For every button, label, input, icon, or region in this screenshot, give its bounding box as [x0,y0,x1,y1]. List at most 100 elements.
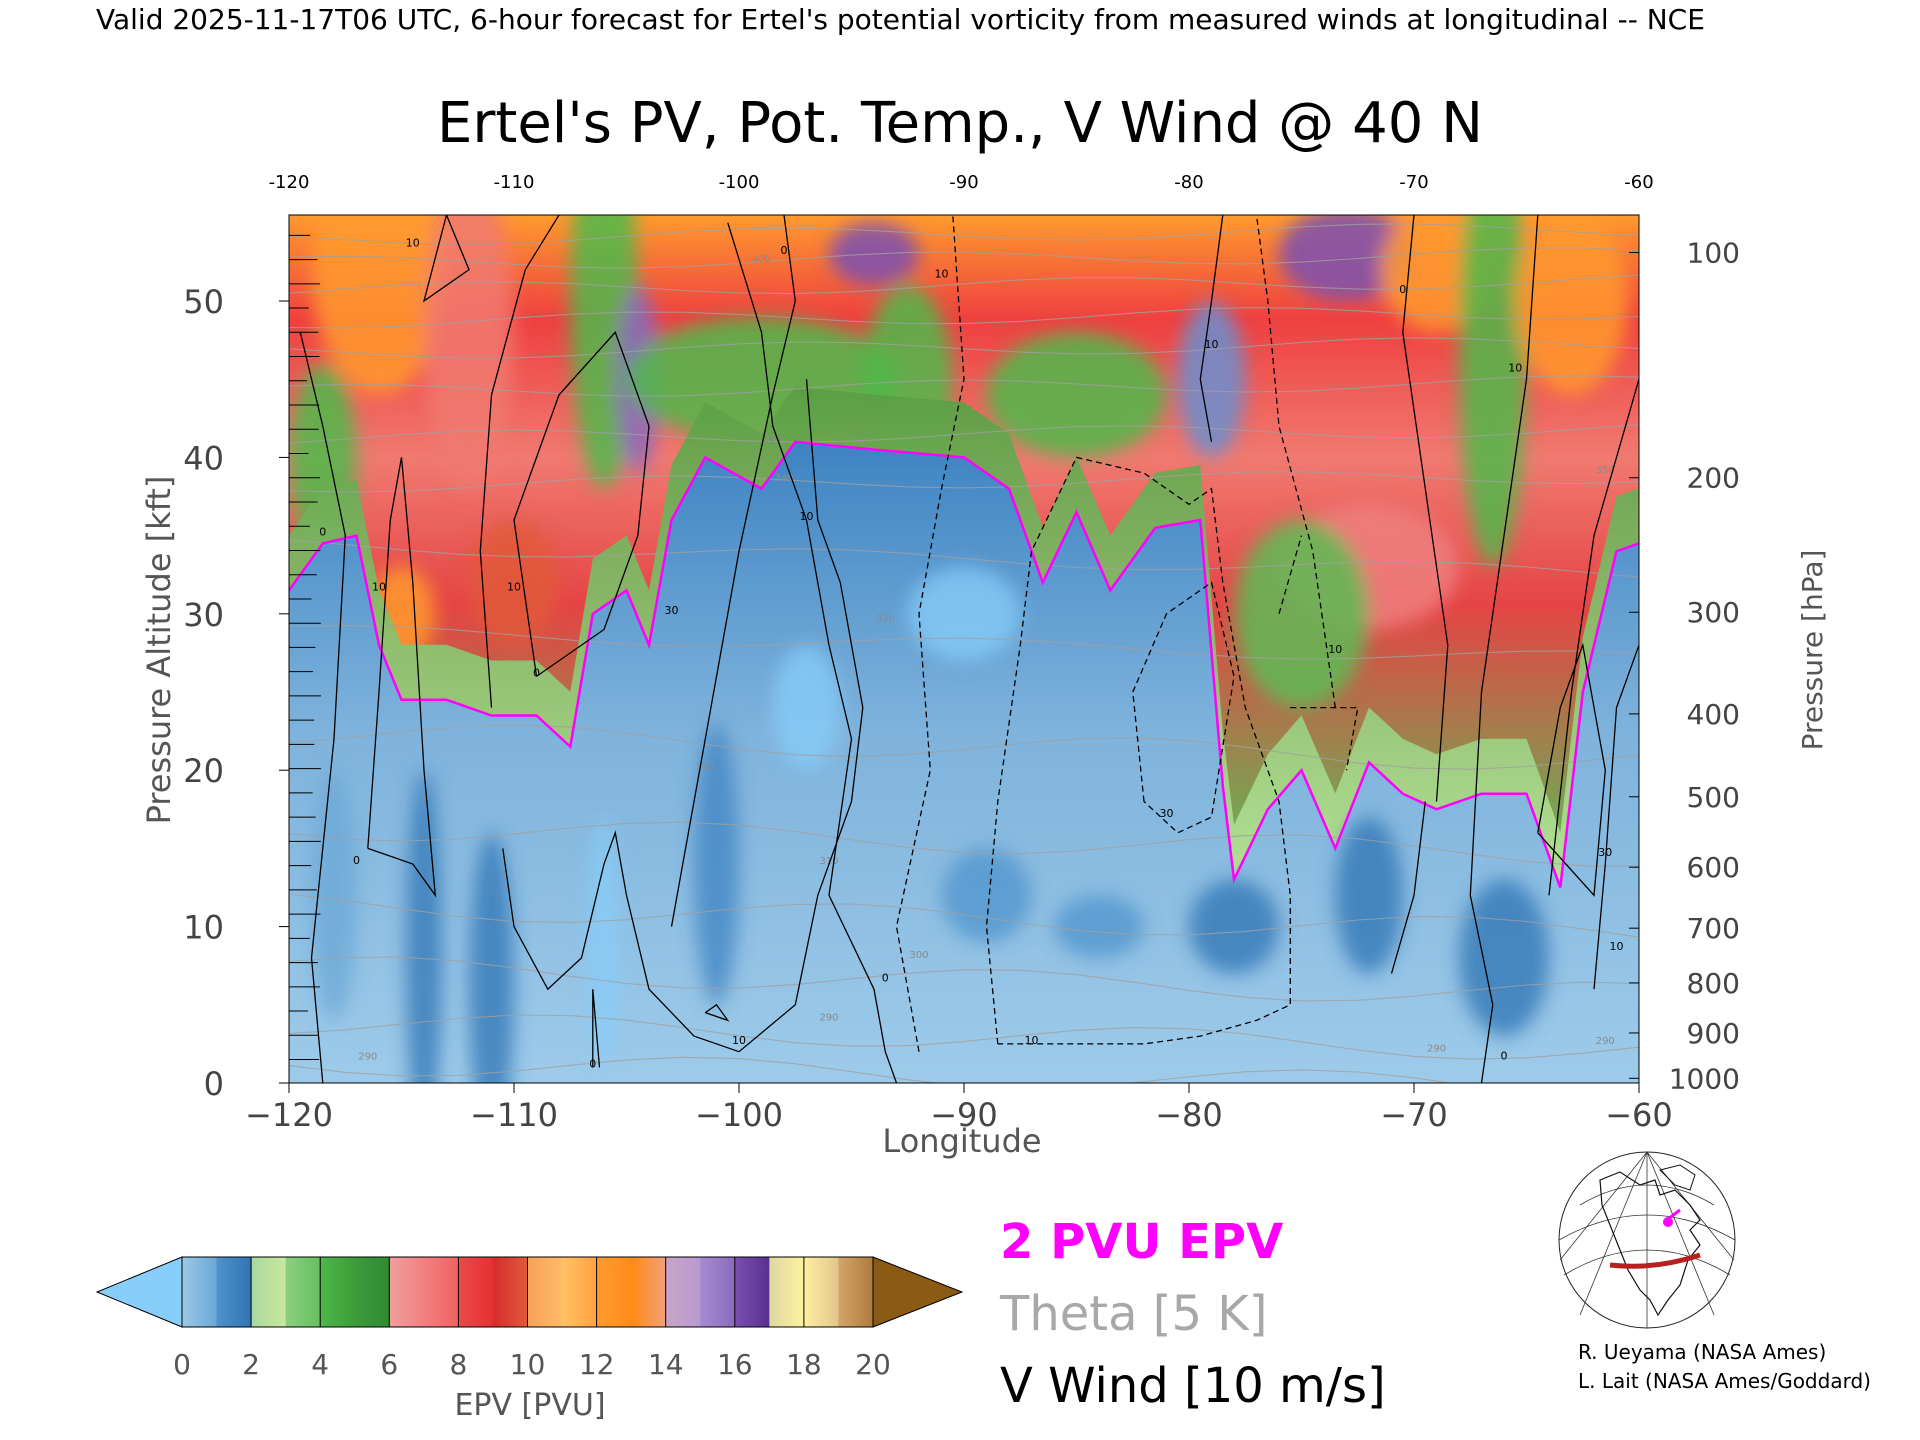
theta-contour-line [289,956,1639,1002]
theta-contour-line [289,274,1639,295]
pv-2pvu-contour [289,440,1639,888]
y-axis-label-left: Pressure Altitude [kft] [140,476,178,825]
pressure-tick-label: 800 [1687,967,1740,1000]
v-wind-label: 10 [1508,361,1522,374]
colorbar-band [734,1257,770,1327]
v-wind-contour-positive [670,215,796,927]
v-wind-label: 30 [1598,846,1612,859]
v-wind-contour-positive [299,332,346,1083]
theta-label: 290 [1596,1036,1615,1047]
inset-map [1558,1151,1736,1329]
pv-streak [1335,817,1403,974]
pressure-tick-label: 700 [1687,912,1740,945]
pv-streak [406,770,442,1083]
v-wind-label: 30 [665,604,679,617]
v-wind-label: 10 [800,510,814,523]
pressure-tick-label: 100 [1687,237,1740,270]
pv-streak [907,566,1021,661]
pv-blob [1234,519,1369,708]
v-wind-label: 10 [1610,940,1624,953]
v-wind-label: 10 [935,268,949,281]
colorbar-tick-label: 18 [786,1348,822,1381]
v-wind-label: 10 [406,236,420,249]
left-wind-bars [289,234,321,1061]
troposphere-detail [311,566,1549,1083]
colorbar-band [838,1257,874,1327]
y-tick-label: 50 [183,283,224,321]
pressure-tick-label: 300 [1687,596,1740,629]
colorbar-tick-label: 20 [855,1348,891,1381]
top-x-tick-label: -100 [719,172,760,193]
colorbar-band [320,1257,356,1327]
troposphere-fill [289,441,1639,1083]
pv-blob [424,215,514,489]
v-wind-contour-positive [1469,215,1539,1083]
v-wind-contour-positive [422,215,470,303]
top-x-tick-label: -70 [1399,172,1428,193]
pressure-tick-label: 500 [1687,781,1740,814]
top-x-tick-label: -110 [494,172,535,193]
y-tick-label: 10 [183,909,224,947]
x-tick-label: −100 [695,1096,783,1134]
theta-label: 310 [819,856,838,867]
pv-blob [311,215,447,395]
theta-label: 350 [763,434,782,445]
theta-label: 320 [696,762,715,773]
v-wind-contour-positive [1199,215,1224,442]
colorbar-band [596,1257,632,1327]
colorbar-tick-label: 12 [579,1348,615,1381]
x-tick-label: −110 [470,1096,558,1134]
v-wind-label: 10 [1205,338,1219,351]
credit-line-1: R. Ueyama (NASA Ames) [1578,1340,1826,1364]
v-wind-label: 10 [732,1034,746,1047]
y-tick-label: 20 [183,752,224,790]
x-tick-label: −90 [930,1096,998,1134]
theta-contours [289,223,1639,1083]
v-wind-contour-negative [895,215,965,1052]
colorbar-label: EPV [PVU] [454,1388,605,1423]
theta-contour-line [289,471,1639,493]
v-wind-label: 0 [319,526,326,539]
colorbar-over-arrow [872,1256,964,1328]
y-tick-label: 40 [183,439,224,477]
v-wind-contour-negative [1278,535,1303,614]
colorbar-band [354,1257,390,1327]
v-wind-contour-positive [1390,801,1426,974]
colorbar-band [803,1257,839,1327]
theta-contour-line [289,893,1639,938]
theta-contour-line [289,307,1639,329]
top-x-tick-label: -60 [1624,172,1653,193]
theta-contour-line [289,337,1639,359]
top-x-tick-label: -120 [269,172,310,193]
globe-map-icon [1558,1151,1736,1329]
theta-label: 400 [752,254,771,265]
colorbar-tick-label: 0 [173,1348,191,1381]
v-wind-contours [299,215,1639,1083]
v-wind-contour-positive [1402,215,1449,802]
colorbar-tick-label: 16 [717,1348,753,1381]
x-axis: −120 −110 −100 −90 −80 −70 −60 [245,1083,1673,1134]
theta-label: 330 [876,614,895,625]
y-tick-label: 0 [204,1065,224,1103]
top-x-tick-label: -90 [949,172,978,193]
theta-label: 340 [774,473,793,484]
pv-blob [1177,301,1246,458]
v-wind-contour-positive [367,457,437,898]
colorbar-band [216,1257,252,1327]
v-wind-contour-negative [1132,581,1235,834]
colorbar-tick-label: 8 [449,1348,467,1381]
colorbar-band [285,1257,321,1327]
v-wind-label: 0 [1501,1050,1508,1063]
top-x-tick-label: -80 [1174,172,1203,193]
pressure-tick-label: 1000 [1669,1062,1740,1095]
pv-blob [1279,215,1414,302]
theta-contour-line [289,424,1639,444]
v-wind-label: 10 [1328,643,1342,656]
colorbar-band [458,1257,494,1327]
v-wind-contour-positive [592,989,601,1068]
colorbar-band [251,1257,287,1327]
v-wind-label: 0 [1399,283,1406,296]
